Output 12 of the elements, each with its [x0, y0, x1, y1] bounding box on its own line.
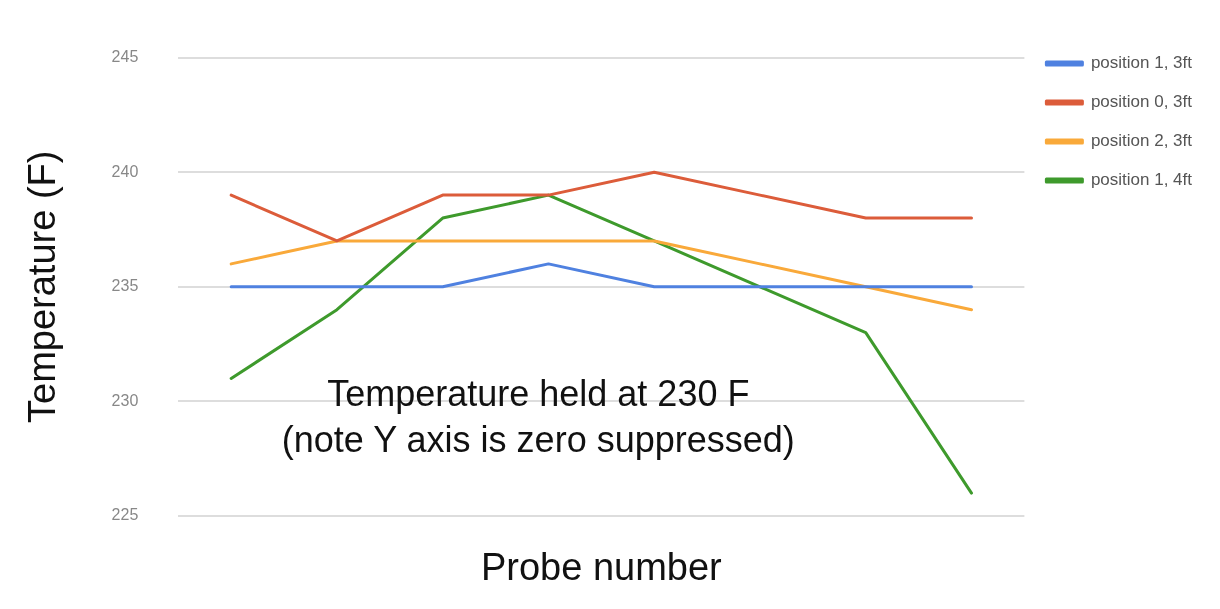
- y-tick-label: 245: [111, 48, 139, 66]
- x-axis-title: Probe number: [480, 545, 723, 588]
- legend-label: position 2, 3ft: [1090, 131, 1193, 151]
- y-tick-label: 240: [111, 162, 139, 180]
- y-axis-title: Temperature (F): [21, 150, 64, 423]
- y-tick-label: 225: [111, 506, 139, 524]
- legend-label: position 1, 3ft: [1090, 53, 1193, 73]
- y-tick-label: 235: [111, 277, 139, 295]
- annotation: Temperature held at 230 F (note Y axis is zero suppressed): [281, 372, 795, 460]
- y-tick-label: 230: [111, 391, 139, 409]
- legend-label: position 0, 3ft: [1090, 92, 1193, 112]
- legend-label: position 1, 4ft: [1090, 170, 1193, 190]
